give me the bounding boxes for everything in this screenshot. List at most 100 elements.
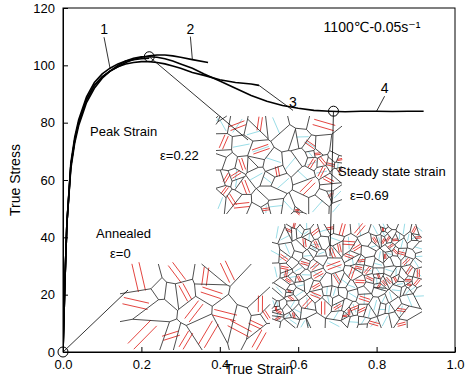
inset-twin [250,320,263,326]
y-tick-label: 20 [41,287,55,302]
inset-twin [214,309,237,315]
inset-twin [394,249,398,253]
inset-twin [405,281,411,282]
inset-boundary [417,235,418,241]
inset-twin [183,333,193,349]
inset-twin [404,259,410,265]
series-line [63,58,149,352]
inset-twin [355,280,364,281]
inset-twin [313,125,334,131]
inset-boundary [349,293,357,298]
inset-boundary [307,162,316,165]
inset-boundary [349,321,359,323]
inset-twin [303,183,315,195]
annotation-marker [144,52,154,62]
inset-twin [128,320,151,343]
inset-twin [326,227,333,228]
inset-twin [223,136,229,149]
inset-boundary [392,289,401,291]
inset-boundary [294,309,301,313]
series-label: 2 [186,21,194,37]
inset-boundary [397,283,403,285]
inset-boundary [406,290,410,294]
inset-boundary [280,235,289,240]
inset-twin [202,267,205,285]
inset-twin [139,262,146,290]
inset-boundary [368,308,370,317]
inset-twin [408,267,413,275]
y-tick-label: 40 [41,230,55,245]
inset-twin [225,261,234,280]
inset-boundary [276,302,277,306]
inset-boundary [247,131,261,135]
label-leader [259,85,293,110]
inset-boundary [285,157,295,169]
annotation-label: Peak Strain [90,124,157,139]
inset-boundary [316,171,327,173]
inset-twin [245,180,250,193]
inset-boundary [297,285,304,287]
x-tick-label: 0.0 [54,357,72,372]
micrograph-inset [216,116,342,215]
inset-twin [397,322,405,324]
label-leader [377,96,385,111]
inset-boundary [285,244,289,254]
inset-boundary [302,260,307,266]
annotation-marker [58,347,68,357]
y-tick-label: 120 [33,1,55,16]
inset-boundary [408,234,409,241]
y-tick-mark [63,8,68,9]
inset-boundary [295,267,302,271]
inset-boundary [273,300,274,305]
y-tick: 40 [41,230,68,245]
inset-twin [328,265,342,270]
inset-twin [335,273,341,282]
y-tick-mark [63,237,68,238]
chart: 0.00.20.40.60.81.0020406080100120True St… [0,0,475,379]
inset-twin [252,144,268,150]
inset-boundary [359,223,361,236]
inset-boundary [265,206,266,214]
inset-twin [339,223,342,235]
inset-boundary [392,239,398,240]
y-tick: 120 [33,1,68,16]
inset-boundary [385,269,393,271]
inset-twin [242,158,246,169]
inset-twin [382,281,386,286]
inset-twin [417,269,418,277]
micrograph-inset [120,261,270,350]
y-tick-mark [63,180,68,181]
inset-twin [385,254,386,259]
inset-twin [179,331,189,347]
inset-twin [360,296,370,299]
inset-boundary [333,204,340,212]
inset-twin [415,236,421,237]
inset-boundary [374,263,382,265]
inset-boundary [313,244,320,245]
inset-twin [413,227,416,233]
y-tick-label: 80 [41,115,55,130]
inset-twin [398,251,406,253]
inset-boundary [387,253,392,255]
inset-twin [279,256,286,261]
y-tick: 0 [48,345,68,360]
y-axis: 020406080100120 [33,1,68,360]
inset-boundary [235,169,236,179]
inset-twin [324,301,325,314]
inset-twin [281,266,289,267]
inset-twin [294,223,295,229]
x-tick-label: 0.8 [368,357,386,372]
inset-twin [335,306,342,310]
inset-twin [355,266,362,268]
inset-twin [343,241,355,243]
inset-boundary [235,180,236,188]
inset-twin [308,159,313,167]
inset-boundary [347,270,357,276]
inset-twin [370,321,379,324]
inset-boundary [263,177,271,184]
inset-boundary [328,296,330,303]
inset-boundary [407,295,412,306]
inset-boundary [341,279,348,284]
x-tick-label: 1.0 [446,357,464,372]
inset-grains [120,264,270,350]
